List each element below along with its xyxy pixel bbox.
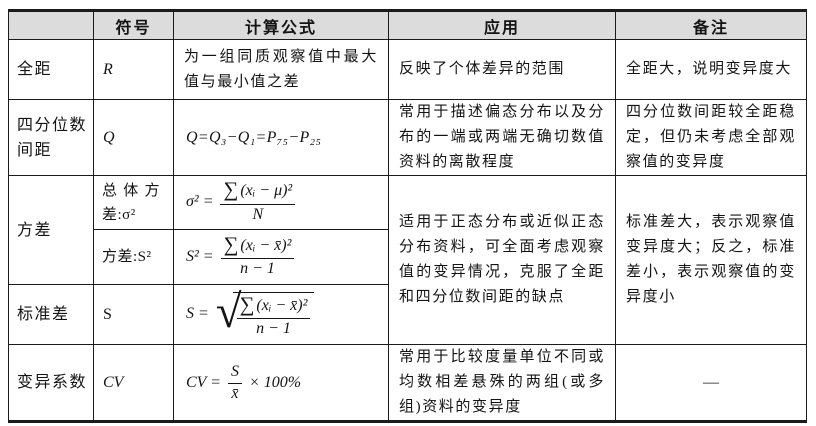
population-variance-formula: σ² = ∑ (xᵢ − μ)² N xyxy=(186,178,387,224)
iqr-name-cell: 四分位数间距 xyxy=(8,99,94,176)
header-cell-blank xyxy=(8,10,94,40)
numerator: S xyxy=(230,362,239,380)
fraction: ∑ (xᵢ − μ)² N xyxy=(220,178,296,224)
fraction: ∑ (xᵢ − x̄)² n − 1 xyxy=(220,232,295,279)
denominator: N xyxy=(252,205,264,223)
square-root: √ ∑ (xᵢ − x̄)² n − 1 xyxy=(215,285,315,339)
sample-variance-symbol-cell: 方差:S² xyxy=(93,229,174,285)
sd-formula: S = √ ∑ (xᵢ − x̄)² n − 1 xyxy=(186,285,387,339)
fraction: ∑ (xᵢ − x̄)² n − 1 xyxy=(232,291,315,339)
sd-symbol-cell: S xyxy=(93,284,174,345)
cv-symbol-cell: CV xyxy=(93,344,174,422)
cv-name-cell: 变异系数 xyxy=(8,344,94,422)
range-symbol-cell: R xyxy=(93,39,174,100)
row-variance-sample: 方差:S² S² = ∑ (xᵢ − x̄)² n − 1 xyxy=(9,229,807,285)
denominator: n − 1 xyxy=(256,320,291,338)
row-cv: 变异系数 CV CV = S x̄ × 100% 常用于比较度量单位不同或均数相… xyxy=(8,344,807,422)
numerator: (xᵢ − x̄)² xyxy=(240,236,292,254)
sum-symbol: ∑ xyxy=(223,232,239,256)
header-cell-application: 应用 xyxy=(388,10,616,40)
sample-variance-formula: S² = ∑ (xᵢ − x̄)² n − 1 xyxy=(186,232,387,279)
sd-formula-cell: S = √ ∑ (xᵢ − x̄)² n − 1 xyxy=(173,284,389,345)
dispersion-measures-table: 符号 计算公式 应用 备注 全距 R 为一组同质观察值中最大值与最小值之差 反映… xyxy=(8,9,807,423)
header-cell-note: 备注 xyxy=(615,10,807,40)
range-application-cell: 反映了个体差异的范围 xyxy=(388,39,616,100)
variance-sd-application-cell: 适用于正态分布或近似正态分布资料，可全面考虑观察值的变异情况，克服了全距和四分位… xyxy=(388,175,616,345)
population-variance-formula-cell: σ² = ∑ (xᵢ − μ)² N xyxy=(173,175,389,230)
cv-note-cell: — xyxy=(615,344,807,422)
row-range: 全距 R 为一组同质观察值中最大值与最小值之差 反映了个体差异的范围 全距大，说… xyxy=(8,39,807,100)
iqr-note-cell: 四分位数间距较全距稳定，但仍未考虑全部观察值的变异度 xyxy=(615,99,807,176)
cv-application-cell: 常用于比较度量单位不同或均数相差悬殊的两组(或多组)资料的变异度 xyxy=(388,344,616,422)
header-cell-symbol: 符号 xyxy=(93,10,174,40)
formula-lhs: S = xyxy=(186,305,209,323)
sample-variance-formula-cell: S² = ∑ (xᵢ − x̄)² n − 1 xyxy=(173,229,389,285)
formula-lhs: S² = xyxy=(186,247,214,265)
population-variance-symbol-cell: 总体方差:σ² xyxy=(93,175,174,230)
sum-symbol: ∑ xyxy=(223,178,239,202)
numerator: (xᵢ − μ)² xyxy=(240,182,293,200)
variance-sd-note-cell: 标准差大，表示观察值变异度大；反之，标准差小，表示观察值的变异度小 xyxy=(615,175,807,345)
range-name-cell: 全距 xyxy=(8,39,94,100)
cv-formula-cell: CV = S x̄ × 100% xyxy=(173,344,389,422)
header-cell-formula: 计算公式 xyxy=(173,10,389,40)
iqr-application-cell: 常用于描述偏态分布以及分布的一端或两端无确切数值资料的离散程度 xyxy=(388,99,616,176)
denominator: x̄ xyxy=(231,384,239,402)
range-note-cell: 全距大，说明变异度大 xyxy=(615,39,807,100)
sum-symbol: ∑ xyxy=(239,292,255,316)
row-variance-population: 方差 总体方差:σ² σ² = ∑ (xᵢ − μ)² N 适用于正态分布或近似正… xyxy=(8,175,807,345)
sd-name-cell: 标准差 xyxy=(8,284,94,345)
formula-lhs: σ² = xyxy=(186,193,214,211)
formula-lhs: CV = xyxy=(186,373,221,391)
radical-symbol: √ xyxy=(215,285,242,338)
denominator: n − 1 xyxy=(240,260,275,278)
variance-name-cell: 方差 xyxy=(8,175,94,285)
fraction: S x̄ xyxy=(227,362,242,403)
header-row: 符号 计算公式 应用 备注 xyxy=(8,10,807,40)
row-iqr: 四分位数间距 Q Q=Q₃−Q₁=P₇₅−P₂₅ 常用于描述偏态分布以及分布的一… xyxy=(8,99,807,176)
iqr-symbol-cell: Q xyxy=(93,99,174,176)
cv-formula: CV = S x̄ × 100% xyxy=(186,363,387,403)
numerator: (xᵢ − x̄)² xyxy=(256,296,308,314)
iqr-formula-cell: Q=Q₃−Q₁=P₇₅−P₂₅ xyxy=(173,99,389,176)
formula-suffix: × 100% xyxy=(248,373,302,391)
range-formula-cell: 为一组同质观察值中最大值与最小值之差 xyxy=(173,39,389,100)
